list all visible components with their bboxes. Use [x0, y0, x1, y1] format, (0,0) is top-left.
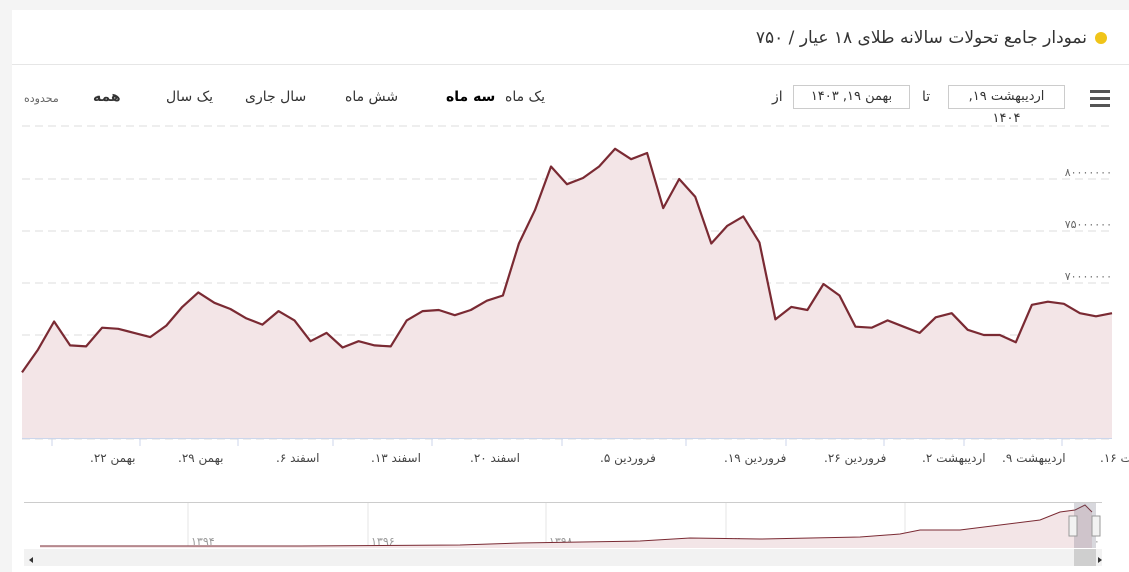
range-1m-button[interactable]: یک ماه — [505, 89, 545, 105]
to-date-input[interactable]: اردیبهشت ۱۹, ۱۴۰۴ — [948, 85, 1065, 126]
navigator-series — [40, 504, 1093, 547]
navigator: ۱۳۹۴۱۳۹۶۱۳۹۸۱۴۰۰۱۴۰۲۱۰ — [24, 502, 1102, 548]
x-tick-label: بهمن ۲۹. — [178, 451, 223, 466]
hamburger-menu-icon[interactable] — [1090, 90, 1110, 107]
range-1y-button[interactable]: یک سال — [166, 89, 214, 105]
x-tick-label: اردیبهشت ۹. — [1002, 451, 1066, 466]
navigator-handle[interactable] — [1068, 515, 1078, 537]
y-tick-label: ۷۰۰۰۰۰۰۰ — [1065, 270, 1112, 283]
x-tick-label: فروردین ۵. — [600, 451, 656, 466]
x-tick-label: اردیبهشت ۲. — [922, 451, 986, 466]
range-6m-button[interactable]: شش ماه — [345, 89, 399, 105]
y-tick-label: ۸۰۰۰۰۰۰۰ — [1065, 166, 1112, 179]
title-dot-icon — [1095, 32, 1107, 44]
range-3m-button[interactable]: سه ماه — [446, 89, 496, 105]
navigator-area-fill — [40, 505, 1092, 548]
x-tick-label: بهمن ۲۲. — [90, 451, 135, 466]
scroll-left-arrow-icon[interactable] — [29, 557, 33, 563]
chart-header: نمودار جامع تحولات سالانه طلای ۱۸ عیار /… — [756, 28, 1107, 48]
navigator-handle[interactable] — [1091, 515, 1101, 537]
navigator-selected-range — [1074, 503, 1096, 548]
scrollbar-track[interactable] — [24, 549, 1102, 566]
range-label: محدوده — [24, 92, 59, 105]
navigator-label: ۱۳۹۴ — [191, 535, 215, 548]
range-all-button[interactable]: همه — [93, 89, 121, 105]
to-label: تا — [922, 89, 931, 105]
from-date-input[interactable]: بهمن ۱۹, ۱۴۰۳ — [793, 85, 910, 109]
x-tick-label: اسفند ۱۳. — [371, 451, 421, 465]
scroll-right-arrow-icon[interactable] — [1098, 557, 1102, 563]
range-ytd-button[interactable]: سال جاری — [245, 89, 307, 105]
x-tick-label: اسفند ۶. — [276, 451, 319, 465]
navigator-label: ۱۳۹۶ — [371, 535, 395, 548]
y-tick-label: ۷۵۰۰۰۰۰۰ — [1065, 218, 1112, 231]
scrollbar-thumb[interactable] — [1074, 549, 1096, 566]
x-tick-label: اسفند ۲۰. — [470, 451, 520, 465]
header-divider — [12, 64, 1129, 65]
chart-title: نمودار جامع تحولات سالانه طلای ۱۸ عیار /… — [755, 28, 1087, 48]
x-tick-label: اردیبهشت ۱۶. — [1100, 451, 1129, 466]
x-tick-label: فروردین ۲۶. — [824, 451, 886, 466]
navigator-label: ۱۰ — [1088, 535, 1100, 548]
from-label: از — [772, 89, 783, 105]
area-fill — [22, 148, 1112, 439]
x-tick-label: فروردین ۱۹. — [724, 451, 786, 466]
